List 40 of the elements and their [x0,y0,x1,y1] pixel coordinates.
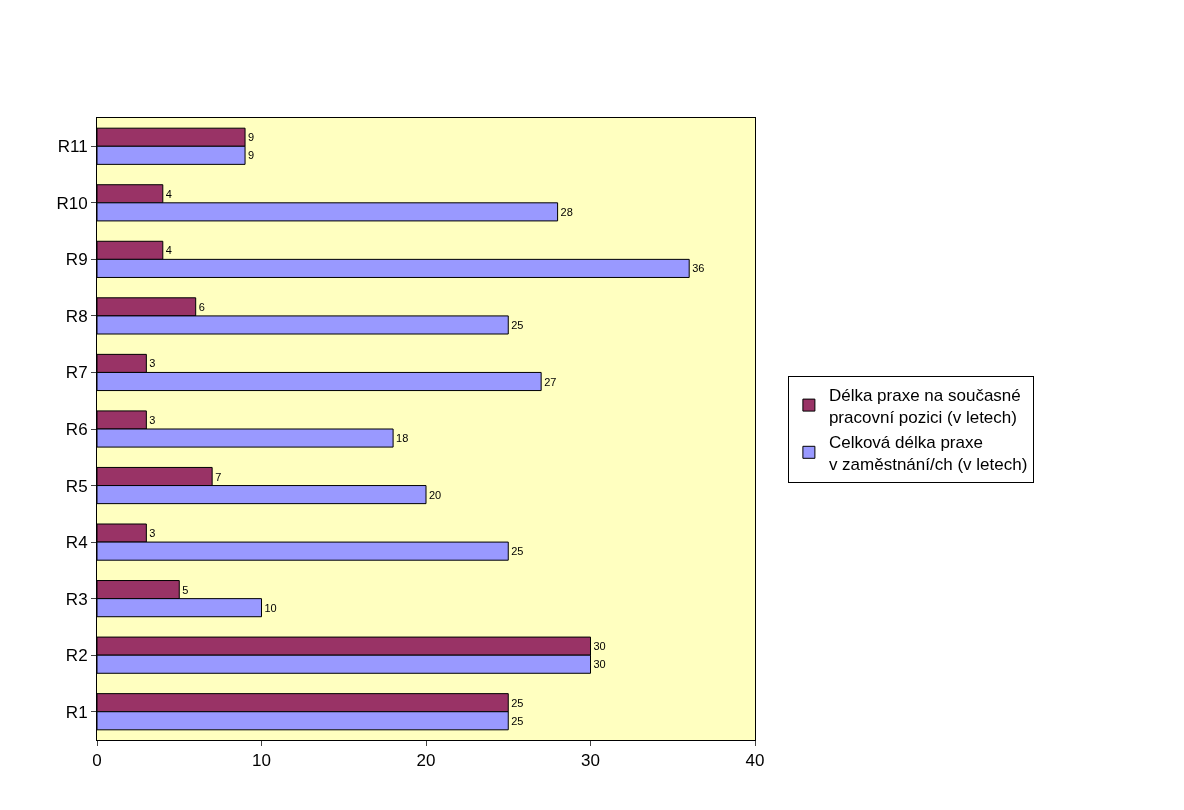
x-tick-label: 10 [252,751,271,771]
y-tick-label: R7 [65,363,88,383]
data-label: 28 [560,205,573,218]
data-label: 25 [511,696,524,709]
y-tick-label: R6 [65,419,88,439]
x-tick-label: 0 [92,751,102,771]
data-label: 30 [593,658,606,671]
data-label: 10 [264,601,277,614]
legend-label: Celková délka praxe v zaměstnání/ch (v letech) [828,432,1028,474]
y-tick-label: R1 [65,702,88,722]
y-tick-label: R5 [65,476,88,496]
data-label: 3 [149,527,156,540]
y-tick-label: R3 [65,589,88,609]
y-tick-label: R11 [57,137,88,157]
x-tick-label: 30 [581,751,600,771]
y-tick-label: R4 [65,533,88,553]
data-label: 4 [165,187,172,200]
x-tick-label: 20 [416,751,436,771]
y-tick-label: R2 [65,646,88,666]
data-label: 6 [198,300,205,313]
data-label: 27 [544,375,557,388]
data-label: 20 [429,488,442,501]
y-tick-label: R8 [65,306,88,326]
data-label: 3 [149,413,156,426]
data-label: 5 [182,583,189,596]
data-label: 9 [248,131,255,144]
data-label: 25 [511,318,524,331]
data-label: 25 [511,545,524,558]
data-label: 36 [692,262,705,275]
legend-label: Délka praxe na současné pracovní pozici (v letech) [828,385,1021,427]
data-label: 25 [511,714,524,727]
data-label: 3 [149,357,156,370]
data-label: 7 [215,470,222,483]
data-label: 9 [248,149,255,162]
y-tick-label: R10 [56,193,88,213]
y-tick-label: R9 [65,250,88,270]
x-tick-label: 40 [745,751,765,771]
data-label: 18 [396,432,409,445]
data-label: 4 [165,244,172,257]
data-label: 30 [593,640,606,653]
